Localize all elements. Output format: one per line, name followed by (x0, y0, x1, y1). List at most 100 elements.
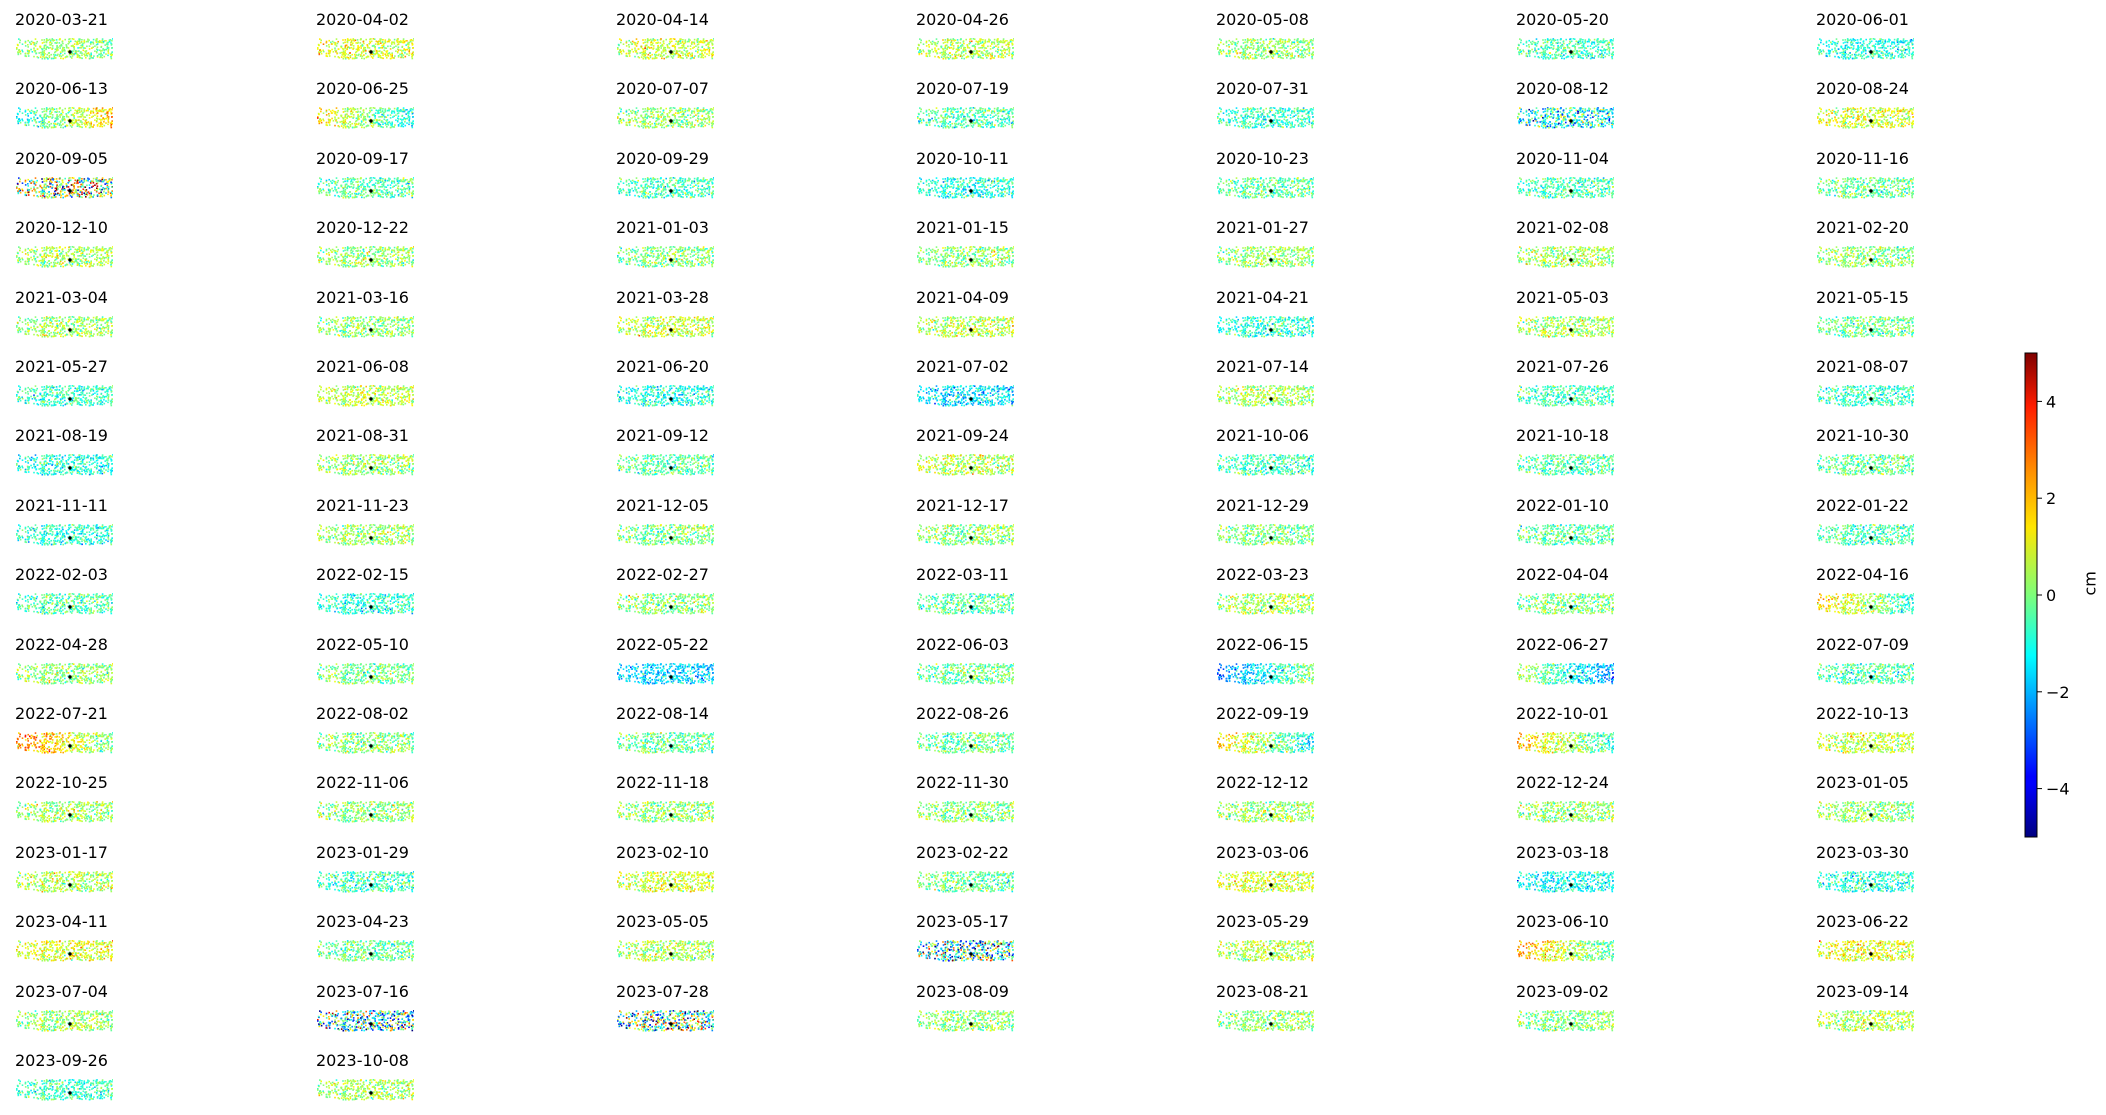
measurement-point (81, 52, 83, 55)
measurement-point (90, 52, 92, 54)
measurement-point (74, 121, 76, 124)
measurement-point (1597, 56, 1600, 58)
measurement-point (1257, 49, 1259, 52)
measurement-point (1859, 42, 1862, 44)
measurement-point (403, 110, 406, 112)
measurement-point (947, 53, 950, 56)
measurement-point (960, 116, 962, 118)
measurement-point (1279, 54, 1281, 57)
measurement-point (930, 41, 932, 44)
measurement-point (34, 38, 37, 40)
measurement-point (934, 47, 936, 49)
measurement-point (1518, 52, 1520, 54)
measurement-point (1266, 45, 1269, 48)
measurement-point (989, 108, 991, 110)
measurement-point (110, 126, 113, 129)
measurement-point (962, 119, 965, 122)
measurement-point (1255, 54, 1258, 56)
measurement-point (319, 38, 321, 40)
measurement-point (18, 120, 21, 122)
measurement-point (1556, 48, 1559, 50)
measurement-point (672, 38, 675, 40)
measurement-point (21, 112, 24, 114)
measurement-point (938, 56, 941, 59)
measurement-point (1896, 43, 1899, 46)
measurement-point (925, 121, 928, 124)
measurement-point (974, 115, 976, 117)
measurement-point (49, 115, 52, 118)
measurement-point (700, 125, 702, 128)
measurement-point (956, 108, 959, 110)
measurement-point (340, 114, 343, 117)
measurement-point (1537, 40, 1539, 43)
measurement-point (688, 38, 690, 41)
measurement-point (669, 110, 672, 113)
measurement-point (644, 120, 646, 123)
measurement-point (928, 52, 931, 55)
measurement-point (385, 55, 387, 57)
measurement-point (1012, 116, 1014, 118)
measurement-point (691, 110, 693, 112)
measurement-point (1844, 49, 1847, 52)
measurement-point (928, 39, 930, 42)
measurement-point (944, 118, 947, 121)
measurement-point (76, 112, 78, 114)
measurement-point (991, 112, 993, 114)
measurement-point (325, 121, 328, 124)
measurement-point (1532, 51, 1535, 53)
measurement-point (1563, 57, 1565, 60)
measurement-point (947, 46, 949, 48)
measurement-point (640, 114, 643, 117)
measurement-point (1569, 38, 1571, 41)
measurement-point (998, 41, 1000, 43)
measurement-point (1002, 54, 1005, 56)
measurement-point (1268, 43, 1270, 45)
measurement-point (1222, 49, 1224, 52)
measurement-point (711, 57, 714, 60)
measurement-point (1000, 40, 1002, 42)
measurement-point (342, 57, 345, 60)
measurement-point (412, 108, 414, 111)
measurement-point (1278, 50, 1280, 53)
measurement-point (76, 109, 79, 112)
measurement-point (674, 117, 676, 119)
measurement-point (704, 49, 706, 52)
measurement-point (1869, 38, 1871, 41)
measurement-point (1820, 39, 1822, 42)
measurement-point (1560, 45, 1562, 47)
measurement-point (27, 113, 29, 115)
measurement-point (398, 110, 400, 112)
measurement-point (408, 50, 410, 53)
displacement-map (1517, 38, 1614, 60)
measurement-point (319, 120, 322, 122)
measurement-point (1282, 114, 1285, 116)
displacement-map (917, 107, 1014, 129)
measurement-point (652, 47, 655, 49)
measurement-point (1220, 39, 1222, 42)
measurement-point (349, 123, 352, 126)
measurement-point (632, 51, 635, 53)
measurement-point (376, 52, 379, 55)
measurement-point (340, 56, 343, 58)
measurement-point (1593, 57, 1595, 59)
measurement-point (1310, 40, 1312, 43)
measurement-point (693, 57, 695, 59)
measurement-point (974, 43, 977, 45)
measurement-point (1525, 52, 1528, 55)
measurement-point (701, 46, 703, 48)
measurement-point (1557, 44, 1559, 47)
measurement-point (977, 40, 980, 43)
measurement-point (1297, 49, 1300, 51)
measurement-point (351, 113, 353, 115)
measurement-point (1851, 44, 1853, 46)
measurement-point (110, 52, 113, 55)
measurement-point (82, 49, 85, 52)
measurement-point (697, 49, 700, 51)
measurement-point (918, 122, 921, 125)
measurement-point (1312, 54, 1314, 56)
measurement-point (957, 117, 960, 119)
measurement-point (111, 116, 113, 118)
measurement-point (1272, 38, 1275, 40)
measurement-point (648, 47, 651, 49)
measurement-point (1273, 44, 1275, 47)
